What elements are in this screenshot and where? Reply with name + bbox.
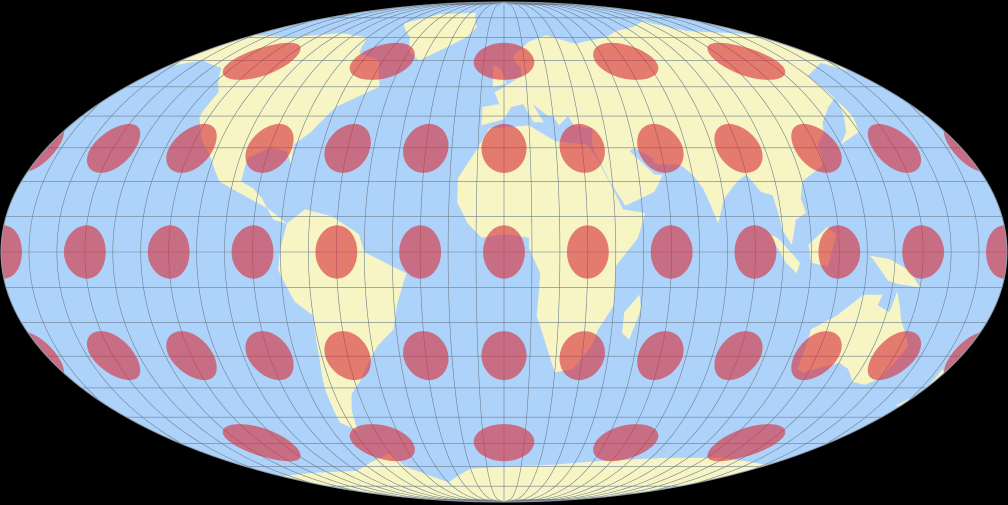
- tissot-indicatrix: [315, 225, 358, 279]
- tissot-indicatrix: [166, 331, 217, 381]
- tissot-indicatrix: [324, 123, 371, 173]
- tissot-indicatrix: [593, 424, 659, 462]
- tissot-indicatrix: [483, 225, 525, 279]
- tissot-indicatrix: [791, 331, 842, 381]
- land-south-america: [278, 209, 407, 431]
- tissot-indicatrix: [559, 331, 605, 381]
- tissot-indicatrix: [902, 225, 945, 279]
- land-madagascar: [622, 294, 641, 340]
- tissot-indicatrix: [349, 424, 415, 462]
- tissot-indicatrix: [245, 331, 294, 381]
- tissot-indicatrix: [349, 42, 415, 80]
- tissot-indicatrix: [637, 331, 684, 381]
- tissot-indicatrix: [166, 123, 217, 173]
- tissot-indicatrix: [986, 225, 1007, 279]
- tissot-indicatrix: [324, 331, 371, 381]
- tissot-indicatrix: [86, 123, 141, 173]
- tissot-indicatrix: [559, 123, 605, 173]
- tissot-indicatrix: [481, 123, 527, 173]
- tissot-indicatrix: [818, 225, 861, 279]
- tissot-indicatrix: [650, 225, 693, 279]
- tissot-indicatrix: [481, 331, 527, 381]
- tissot-indicatrix: [637, 123, 684, 173]
- land-japan: [837, 101, 859, 145]
- land-sumatra: [769, 234, 800, 274]
- tissot-indicatrix: [593, 42, 659, 80]
- tissot-indicatrix: [867, 123, 922, 173]
- tissot-indicatrix: [707, 42, 786, 80]
- tissot-indicatrix: [222, 424, 301, 462]
- tissot-indicatrix: [867, 331, 922, 381]
- tissot-indicatrix: [63, 225, 106, 279]
- tissot-indicatrix: [399, 225, 442, 279]
- tissot-indicatrix: [403, 123, 449, 173]
- tissot-indicatrix: [1, 225, 22, 279]
- tissot-indicatrix: [245, 123, 294, 173]
- tissot-indicatrix: [473, 42, 535, 80]
- land-new-guinea: [870, 255, 920, 288]
- tissot-indicatrix: [473, 424, 535, 462]
- tissot-indicatrix: [734, 225, 777, 279]
- tissot-indicatrix: [707, 424, 786, 462]
- tissot-indicatrix: [566, 225, 609, 279]
- tissot-indicatrix: [222, 42, 301, 80]
- tissot-indicatrix: [231, 225, 274, 279]
- tissot-indicatrix: [86, 331, 141, 381]
- land-greenland: [404, 12, 477, 61]
- tissot-indicatrix: [791, 123, 842, 173]
- tissot-indicatrix: [147, 225, 190, 279]
- tissot-indicatrix: [403, 331, 449, 381]
- tissot-indicatrix: [714, 331, 763, 381]
- tissot-indicatrix: [714, 123, 763, 173]
